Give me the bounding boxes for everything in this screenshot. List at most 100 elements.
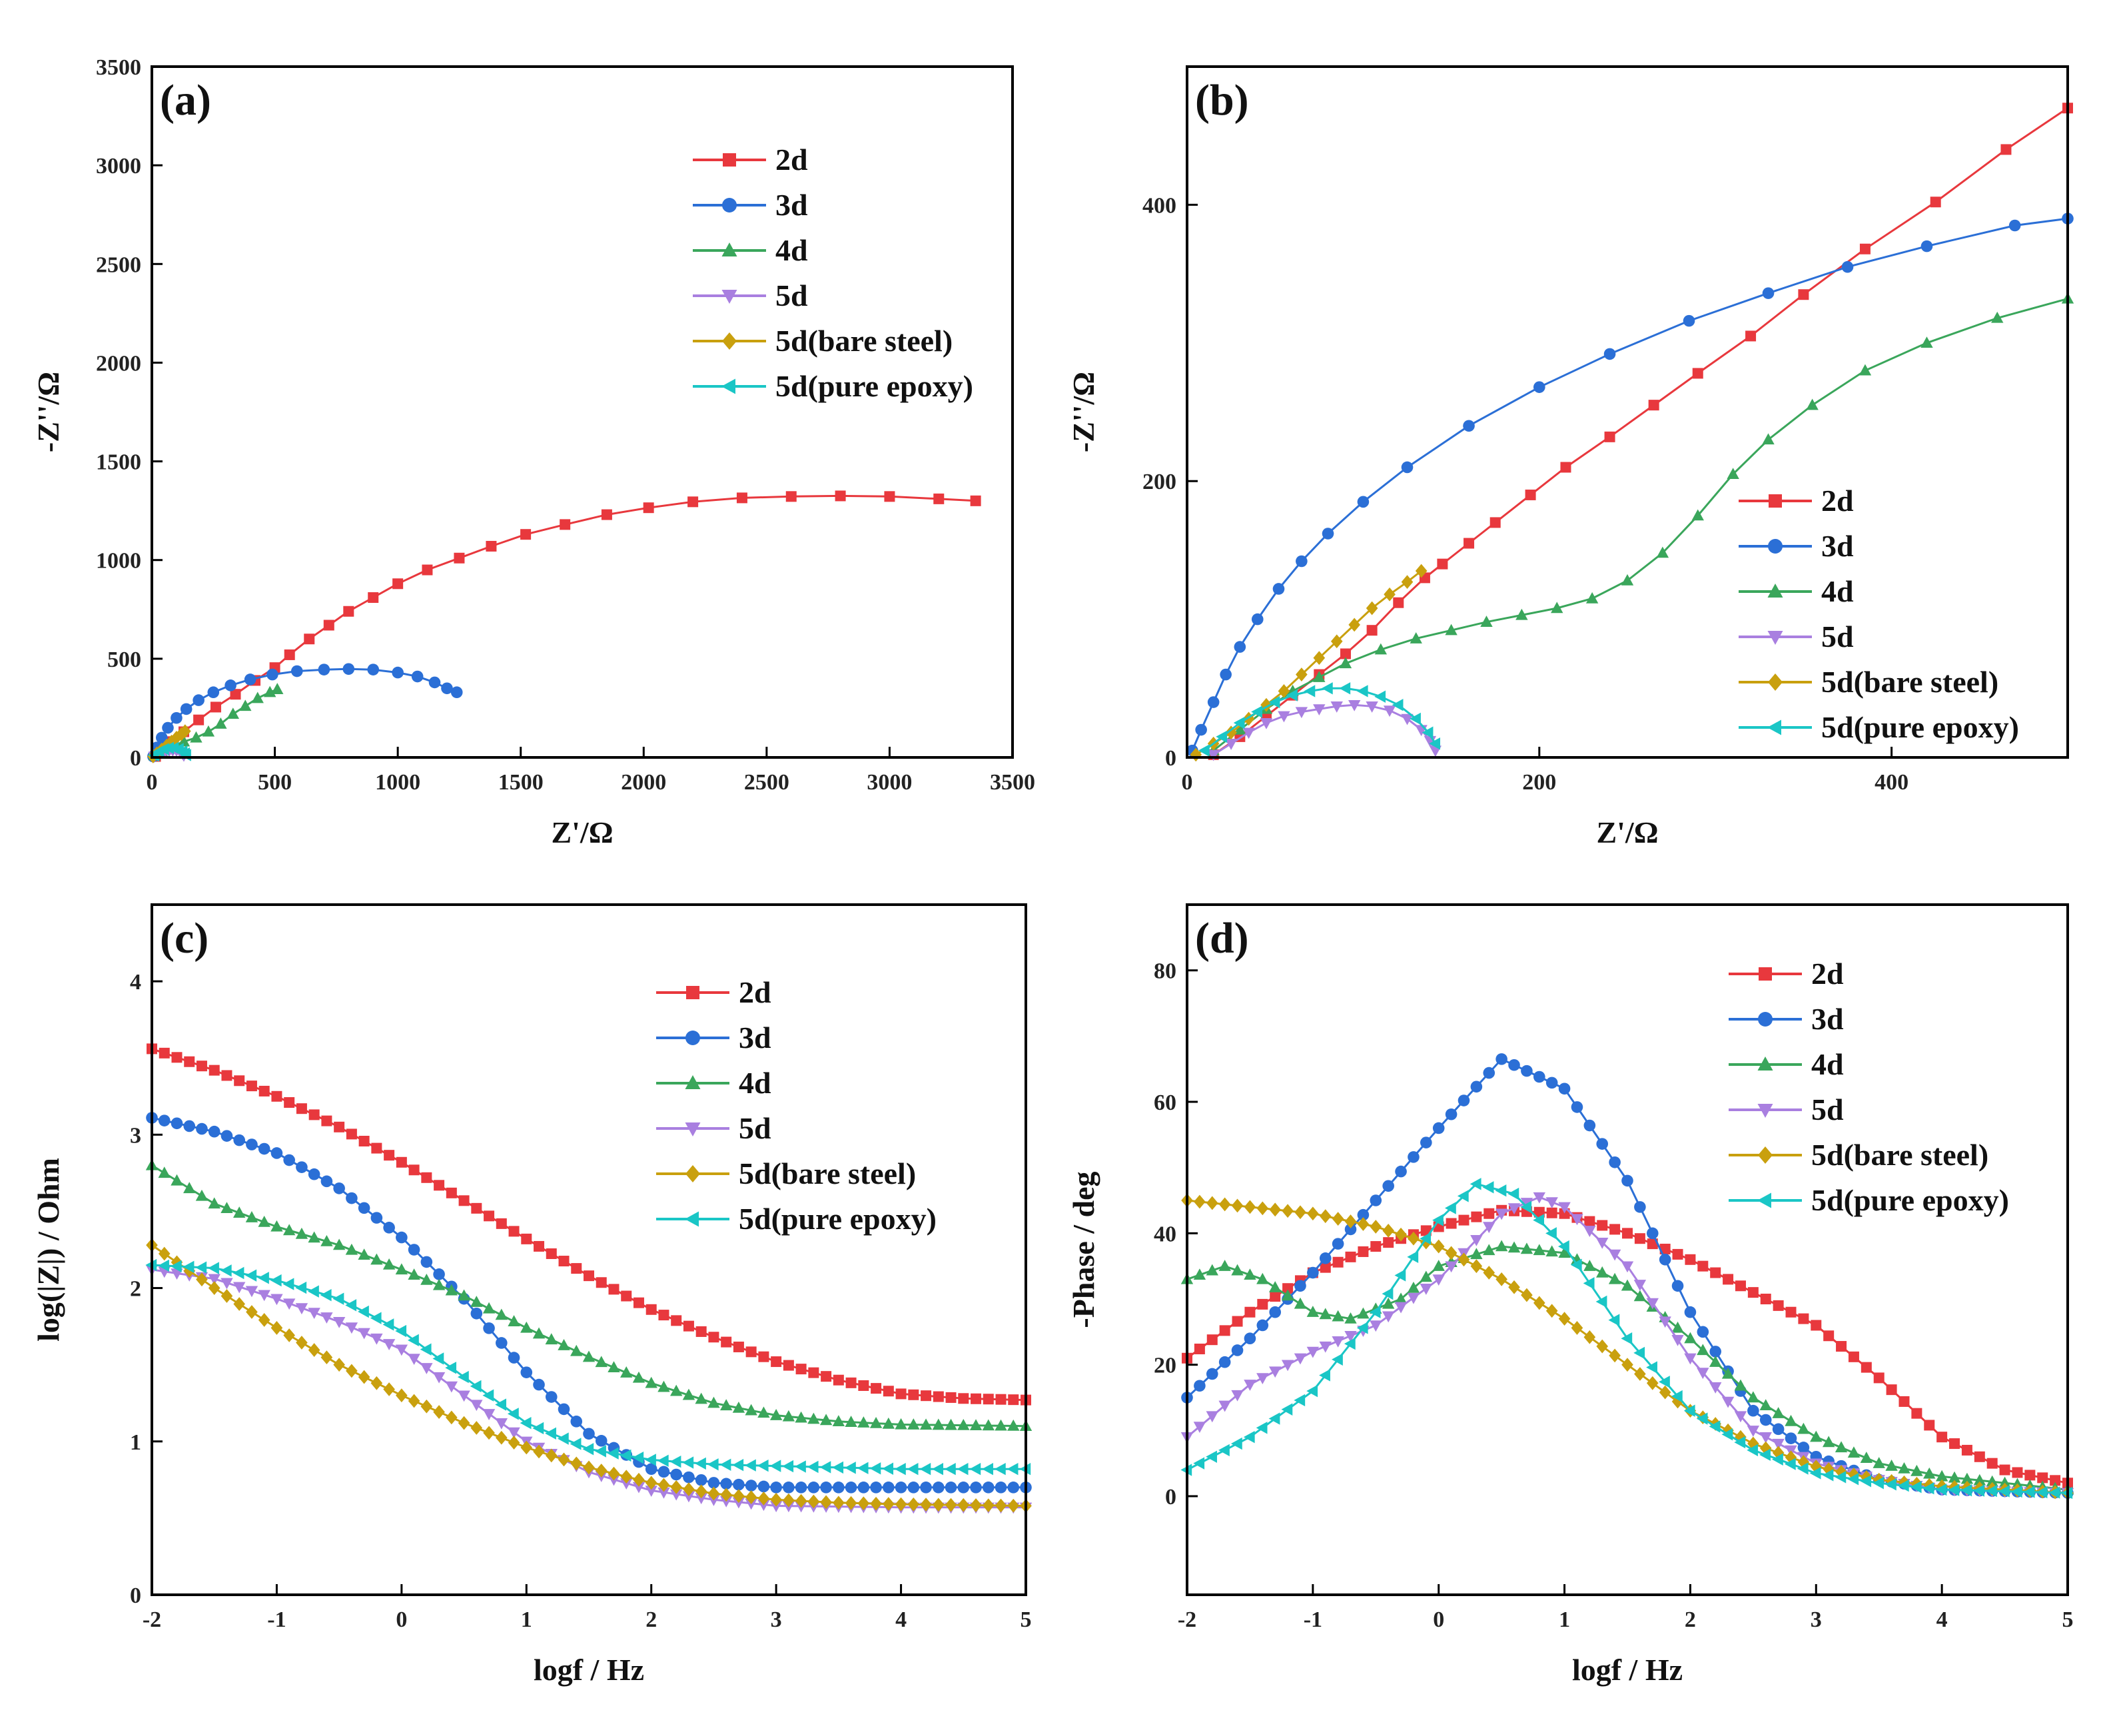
data-point xyxy=(933,493,945,504)
data-point xyxy=(1608,1314,1620,1326)
data-point xyxy=(420,1256,433,1268)
data-point xyxy=(757,1492,770,1506)
data-point xyxy=(1735,1280,1746,1292)
data-point xyxy=(270,1274,282,1287)
data-point xyxy=(1225,725,1237,740)
data-point xyxy=(745,1490,757,1504)
data-point xyxy=(1860,1475,1872,1488)
data-point xyxy=(1621,1332,1633,1345)
data-point xyxy=(983,1394,994,1405)
data-point xyxy=(1218,1197,1231,1212)
data-point xyxy=(1220,668,1232,681)
data-point xyxy=(1646,1298,1659,1310)
data-point xyxy=(1195,723,1207,736)
data-point xyxy=(1244,1380,1256,1391)
data-point xyxy=(1797,1442,1810,1454)
data-point xyxy=(1533,1192,1545,1204)
data-point xyxy=(2024,1470,2036,1481)
data-point xyxy=(1234,641,1246,653)
data-point xyxy=(1256,1319,1269,1332)
data-point xyxy=(370,1376,383,1390)
data-point xyxy=(496,1337,508,1349)
data-point xyxy=(819,1414,833,1426)
data-point xyxy=(1348,699,1361,711)
x-tick-label: 2000 xyxy=(621,770,666,795)
data-point xyxy=(1595,1295,1607,1308)
data-point xyxy=(1232,1316,1243,1327)
data-point xyxy=(1634,1201,1646,1213)
data-point xyxy=(420,1399,433,1414)
data-point xyxy=(1646,1227,1659,1240)
series-3d xyxy=(146,1112,1032,1494)
data-point xyxy=(1772,1407,1785,1418)
data-point xyxy=(520,1366,533,1378)
data-point xyxy=(785,491,797,502)
panel-label: (a) xyxy=(160,76,211,125)
data-point xyxy=(320,1288,332,1302)
legend-marker xyxy=(721,378,735,394)
data-point xyxy=(1458,1094,1470,1106)
y-tick-label: 40 xyxy=(1154,1222,1176,1246)
data-point xyxy=(1525,489,1536,500)
data-point xyxy=(1873,1457,1885,1468)
legend-label: 3d xyxy=(1811,1002,1844,1036)
data-point xyxy=(158,1114,171,1126)
y-tick-label: 500 xyxy=(107,648,141,672)
data-point xyxy=(707,1486,720,1501)
data-point xyxy=(193,714,205,725)
data-point xyxy=(1193,1422,1206,1434)
data-point xyxy=(290,665,303,677)
data-point xyxy=(1269,1281,1282,1292)
data-point xyxy=(1634,1367,1646,1381)
data-point xyxy=(795,1364,807,1375)
data-point xyxy=(1382,1223,1394,1238)
data-point xyxy=(368,592,379,604)
data-point xyxy=(695,1326,707,1337)
x-tick-label: 3500 xyxy=(990,770,1035,795)
data-point xyxy=(721,1336,732,1348)
data-point xyxy=(454,552,465,564)
data-point xyxy=(1313,671,1326,682)
data-point xyxy=(333,1182,345,1194)
data-point xyxy=(1370,1194,1382,1206)
data-point xyxy=(1408,1151,1420,1163)
data-point xyxy=(1319,1369,1330,1382)
x-tick-label: 2 xyxy=(1685,1607,1696,1632)
data-point xyxy=(395,1344,408,1356)
data-point xyxy=(408,1244,420,1256)
data-point xyxy=(345,1299,357,1312)
data-point xyxy=(858,1380,869,1391)
data-point xyxy=(296,1336,308,1350)
data-point xyxy=(1306,1306,1320,1317)
data-point xyxy=(284,1096,295,1108)
data-point xyxy=(1608,1272,1621,1284)
data-point xyxy=(720,1488,732,1502)
data-point xyxy=(195,1261,207,1274)
data-point xyxy=(1007,1463,1019,1476)
data-point xyxy=(1785,1450,1797,1465)
series-line xyxy=(1186,1196,2068,1494)
data-point xyxy=(1898,1462,1910,1474)
data-point xyxy=(220,1202,233,1214)
data-point xyxy=(2037,1472,2048,1484)
data-point xyxy=(196,1122,208,1135)
data-point xyxy=(1734,1411,1747,1423)
data-point xyxy=(458,1390,470,1402)
data-point xyxy=(1294,1297,1307,1309)
data-point xyxy=(1269,1366,1282,1378)
data-point xyxy=(1008,1394,1019,1406)
data-point xyxy=(1394,1302,1408,1314)
data-point xyxy=(1383,705,1396,717)
data-point xyxy=(1445,1261,1458,1273)
data-point xyxy=(221,1070,232,1081)
data-point xyxy=(695,1474,707,1486)
data-point xyxy=(545,1427,556,1440)
data-point xyxy=(870,1482,882,1494)
legend-label: 3d xyxy=(739,1021,771,1055)
data-point xyxy=(596,1277,607,1288)
data-point xyxy=(1471,1211,1482,1222)
data-point xyxy=(1507,1203,1521,1215)
x-tick-label: 4 xyxy=(895,1607,907,1632)
data-point xyxy=(595,1445,606,1458)
data-point xyxy=(245,1269,257,1282)
